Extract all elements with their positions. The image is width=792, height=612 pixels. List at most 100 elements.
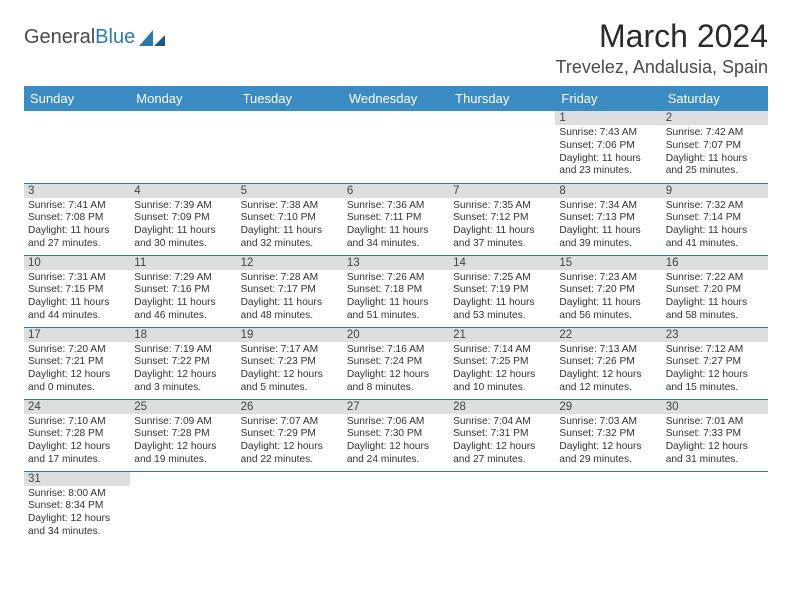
sunset-line: Sunset: 7:16 PM [134,284,232,297]
day-number: 23 [662,328,768,342]
day-details: Sunrise: 7:42 AMSunset: 7:07 PMDaylight:… [662,125,768,181]
calendar-cell: 5Sunrise: 7:38 AMSunset: 7:10 PMDaylight… [237,183,343,255]
day-details: Sunrise: 7:06 AMSunset: 7:30 PMDaylight:… [343,414,449,470]
sunset-line: Sunset: 7:17 PM [241,284,339,297]
day-details: Sunrise: 7:22 AMSunset: 7:20 PMDaylight:… [662,270,768,326]
day-number: 15 [555,256,661,270]
calendar-cell: 28Sunrise: 7:04 AMSunset: 7:31 PMDayligh… [449,399,555,471]
title-block: March 2024 Trevelez, Andalusia, Spain [556,18,768,78]
calendar-cell: 24Sunrise: 7:10 AMSunset: 7:28 PMDayligh… [24,399,130,471]
day-number: 2 [662,111,768,125]
sunset-line: Sunset: 7:30 PM [347,428,445,441]
calendar-cell: 12Sunrise: 7:28 AMSunset: 7:17 PMDayligh… [237,255,343,327]
sunset-line: Sunset: 7:19 PM [453,284,551,297]
daylight-line: Daylight: 12 hours and 8 minutes. [347,369,445,395]
daylight-line: Daylight: 11 hours and 58 minutes. [666,297,764,323]
sunset-line: Sunset: 8:34 PM [28,500,126,513]
sunset-line: Sunset: 7:20 PM [666,284,764,297]
day-number: 29 [555,400,661,414]
daylight-line: Daylight: 12 hours and 34 minutes. [28,513,126,539]
sunrise-line: Sunrise: 7:43 AM [559,127,657,140]
daylight-line: Daylight: 12 hours and 12 minutes. [559,369,657,395]
sunset-line: Sunset: 7:20 PM [559,284,657,297]
calendar-cell: 13Sunrise: 7:26 AMSunset: 7:18 PMDayligh… [343,255,449,327]
sunset-line: Sunset: 7:31 PM [453,428,551,441]
daylight-line: Daylight: 11 hours and 27 minutes. [28,225,126,251]
daylight-line: Daylight: 11 hours and 46 minutes. [134,297,232,323]
day-number: 3 [24,184,130,198]
day-details: Sunrise: 7:12 AMSunset: 7:27 PMDaylight:… [662,342,768,398]
sunset-line: Sunset: 7:29 PM [241,428,339,441]
calendar-cell: 16Sunrise: 7:22 AMSunset: 7:20 PMDayligh… [662,255,768,327]
calendar-cell [449,471,555,543]
dow-tuesday: Tuesday [237,86,343,111]
day-number: 16 [662,256,768,270]
day-details: Sunrise: 7:14 AMSunset: 7:25 PMDaylight:… [449,342,555,398]
day-details: Sunrise: 7:26 AMSunset: 7:18 PMDaylight:… [343,270,449,326]
sunrise-line: Sunrise: 7:04 AM [453,416,551,429]
sunset-line: Sunset: 7:22 PM [134,356,232,369]
daylight-line: Daylight: 11 hours and 25 minutes. [666,153,764,179]
sunset-line: Sunset: 7:32 PM [559,428,657,441]
daylight-line: Daylight: 11 hours and 44 minutes. [28,297,126,323]
calendar-cell: 2Sunrise: 7:42 AMSunset: 7:07 PMDaylight… [662,111,768,183]
logo-text-blue: Blue [95,26,135,49]
daylight-line: Daylight: 12 hours and 19 minutes. [134,441,232,467]
calendar-cell [237,111,343,183]
day-number: 18 [130,328,236,342]
calendar-header-row: Sunday Monday Tuesday Wednesday Thursday… [24,86,768,111]
sunset-line: Sunset: 7:25 PM [453,356,551,369]
calendar-cell: 29Sunrise: 7:03 AMSunset: 7:32 PMDayligh… [555,399,661,471]
month-year-title: March 2024 [556,18,768,55]
day-number: 8 [555,184,661,198]
sunset-line: Sunset: 7:12 PM [453,212,551,225]
calendar-cell [343,471,449,543]
daylight-line: Daylight: 11 hours and 39 minutes. [559,225,657,251]
daylight-line: Daylight: 12 hours and 0 minutes. [28,369,126,395]
day-details: Sunrise: 7:19 AMSunset: 7:22 PMDaylight:… [130,342,236,398]
day-details: Sunrise: 7:25 AMSunset: 7:19 PMDaylight:… [449,270,555,326]
calendar-cell [237,471,343,543]
daylight-line: Daylight: 12 hours and 22 minutes. [241,441,339,467]
calendar-week-row: 10Sunrise: 7:31 AMSunset: 7:15 PMDayligh… [24,255,768,327]
day-details: Sunrise: 7:31 AMSunset: 7:15 PMDaylight:… [24,270,130,326]
sunrise-line: Sunrise: 7:22 AM [666,272,764,285]
sunrise-line: Sunrise: 7:36 AM [347,200,445,213]
calendar-cell [130,471,236,543]
calendar-cell: 26Sunrise: 7:07 AMSunset: 7:29 PMDayligh… [237,399,343,471]
day-number: 6 [343,184,449,198]
sunrise-line: Sunrise: 7:10 AM [28,416,126,429]
dow-friday: Friday [555,86,661,111]
day-number: 1 [555,111,661,125]
sunrise-line: Sunrise: 7:14 AM [453,344,551,357]
day-details: Sunrise: 7:23 AMSunset: 7:20 PMDaylight:… [555,270,661,326]
calendar-cell: 8Sunrise: 7:34 AMSunset: 7:13 PMDaylight… [555,183,661,255]
daylight-line: Daylight: 12 hours and 5 minutes. [241,369,339,395]
calendar-cell: 1Sunrise: 7:43 AMSunset: 7:06 PMDaylight… [555,111,661,183]
sunrise-line: Sunrise: 8:00 AM [28,488,126,501]
sunrise-line: Sunrise: 7:25 AM [453,272,551,285]
sunset-line: Sunset: 7:09 PM [134,212,232,225]
calendar-cell: 22Sunrise: 7:13 AMSunset: 7:26 PMDayligh… [555,327,661,399]
calendar-cell: 17Sunrise: 7:20 AMSunset: 7:21 PMDayligh… [24,327,130,399]
sunrise-line: Sunrise: 7:38 AM [241,200,339,213]
day-details: Sunrise: 7:16 AMSunset: 7:24 PMDaylight:… [343,342,449,398]
sunrise-line: Sunrise: 7:06 AM [347,416,445,429]
calendar-cell: 27Sunrise: 7:06 AMSunset: 7:30 PMDayligh… [343,399,449,471]
daylight-line: Daylight: 11 hours and 23 minutes. [559,153,657,179]
sunset-line: Sunset: 7:08 PM [28,212,126,225]
daylight-line: Daylight: 11 hours and 34 minutes. [347,225,445,251]
calendar-cell: 10Sunrise: 7:31 AMSunset: 7:15 PMDayligh… [24,255,130,327]
day-details: Sunrise: 7:32 AMSunset: 7:14 PMDaylight:… [662,198,768,254]
day-number: 24 [24,400,130,414]
sunrise-line: Sunrise: 7:23 AM [559,272,657,285]
sunset-line: Sunset: 7:11 PM [347,212,445,225]
daylight-line: Daylight: 11 hours and 53 minutes. [453,297,551,323]
calendar-cell: 14Sunrise: 7:25 AMSunset: 7:19 PMDayligh… [449,255,555,327]
daylight-line: Daylight: 12 hours and 3 minutes. [134,369,232,395]
sunset-line: Sunset: 7:33 PM [666,428,764,441]
calendar-cell [555,471,661,543]
calendar-cell: 20Sunrise: 7:16 AMSunset: 7:24 PMDayligh… [343,327,449,399]
day-number: 5 [237,184,343,198]
day-number: 14 [449,256,555,270]
